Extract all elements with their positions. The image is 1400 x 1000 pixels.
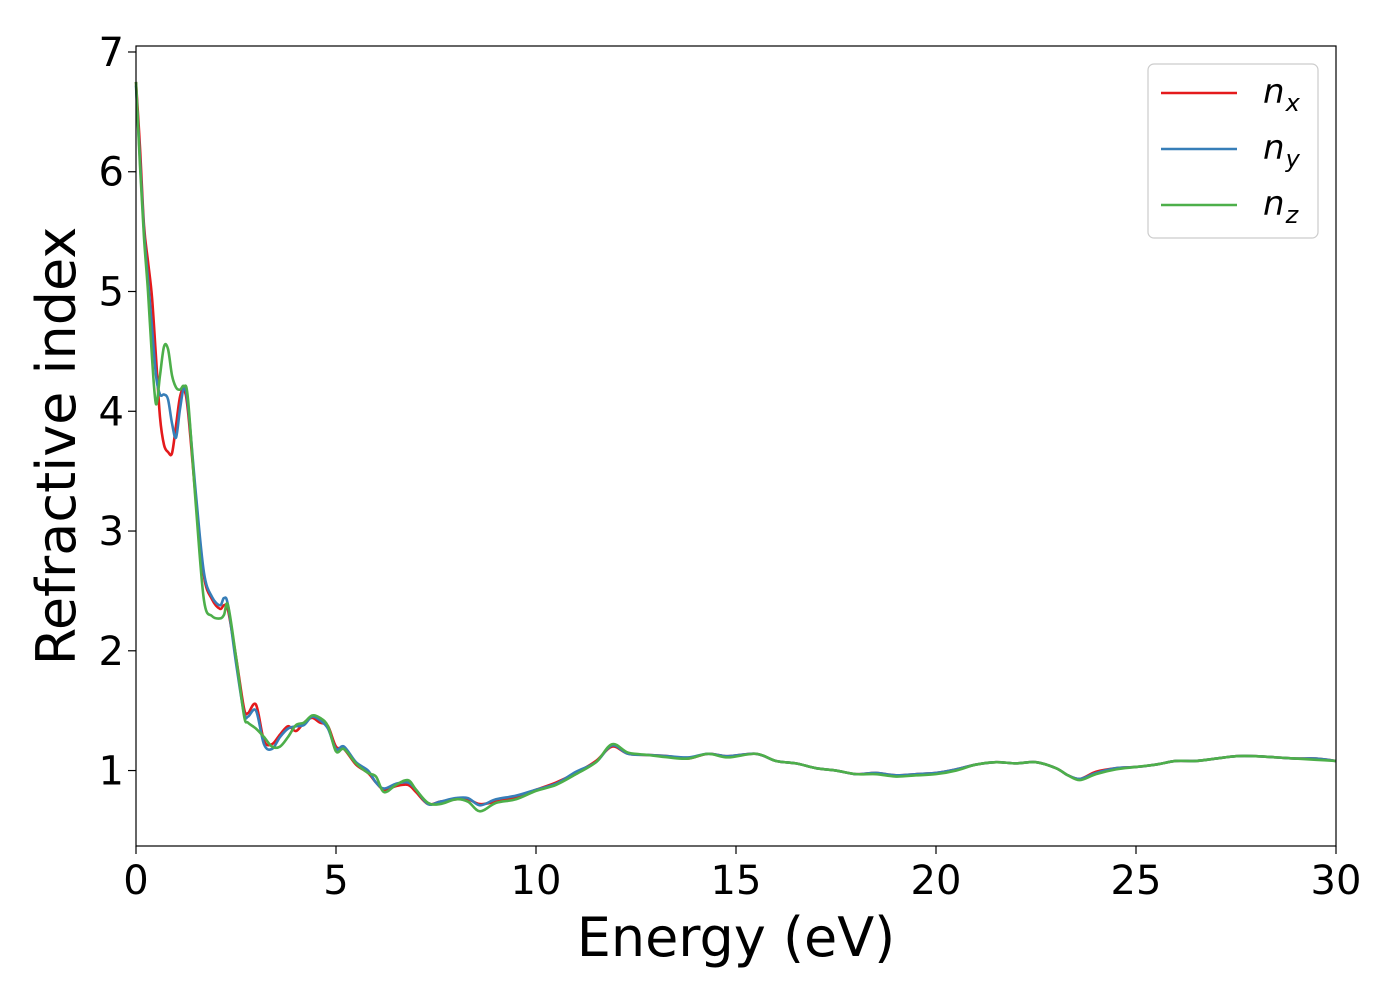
x-tick-label: 25 (1111, 858, 1162, 904)
y-tick-label: 1 (99, 749, 124, 795)
x-axis-title: Energy (eV) (577, 906, 896, 969)
y-tick-label: 2 (99, 629, 124, 675)
legend-label-z: nz (1263, 184, 1300, 229)
x-tick-label: 0 (123, 858, 148, 904)
x-tick-label: 30 (1311, 858, 1362, 904)
x-tick-label: 5 (323, 858, 348, 904)
x-tick-label: 15 (711, 858, 762, 904)
y-axis-title: Refractive index (25, 227, 88, 666)
series-layer (134, 81, 1337, 813)
y-tick-label: 4 (99, 389, 124, 435)
y-tick-label: 6 (99, 150, 124, 196)
x-tick-label: 10 (511, 858, 562, 904)
x-axis-ticks: 0 5 10 15 20 25 30 (123, 846, 1361, 904)
legend-box (1147, 63, 1319, 239)
y-tick-label: 5 (99, 270, 124, 316)
x-tick-label: 20 (911, 858, 962, 904)
y-tick-label: 3 (99, 509, 124, 555)
y-tick-label: 7 (99, 30, 124, 76)
series-line-z (134, 81, 1337, 813)
y-axis-ticks: 1 2 3 4 5 6 7 (99, 30, 136, 795)
